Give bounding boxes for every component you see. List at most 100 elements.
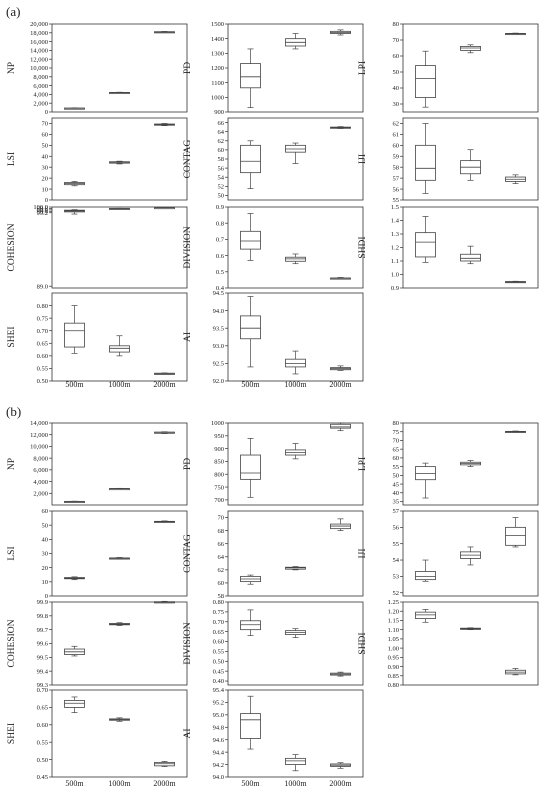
panel-a-iji-axis-label: IJI [358, 154, 368, 164]
panel-b-iji-tick-label: 53 [393, 574, 400, 581]
panel-b-ai-subplot: 94.0 94.2 94.4 94.6 94.8 95.0 95.2 95.4 AI 500m 10… [183, 687, 364, 788]
panel-b-ai-tick-label: 95.2 [213, 700, 224, 707]
panel-a-lsi-frame [51, 117, 188, 201]
panel-b-pd-box-500m [240, 454, 261, 480]
panel-b-pd-tick-label: 750 [214, 484, 224, 491]
panel-b-pd-tick-label: 900 [214, 446, 224, 453]
panel-b-lpi-frame [402, 422, 539, 506]
panel-b-iji-tick-label: 56 [393, 525, 400, 532]
panel-a-lpi-tick-label: 30 [393, 101, 400, 108]
panel-b-lsi-tick-label: 0 [45, 593, 48, 600]
panel-a-lsi-tick-label: 10 [42, 186, 49, 193]
panel-a-contag-tick-label: 54 [218, 174, 225, 181]
panel-a-iji-tick-label: 62 [393, 121, 400, 128]
panel-b-ai-tick-label: 94.6 [213, 737, 225, 744]
panel-b-iji-subplot: 52 53 54 55 56 57 IJI [358, 508, 539, 597]
panel-a-division-axis-label: DIVISION [183, 226, 193, 268]
panel-b-cohesion-tick-label: 99.5 [37, 655, 48, 662]
panel-a-ai-tick-label: 92.5 [213, 361, 224, 368]
panel-a-iji-frame [402, 117, 539, 201]
panel-a-ai-tick-label: 93.0 [213, 343, 224, 350]
panel-a-division-tick-label: 0.5 [216, 269, 224, 276]
panel-b-shdi-tick-label: 0.95 [388, 655, 399, 662]
panel-a-shdi-axis-label: SHDI [358, 236, 368, 258]
panel-b-x-category-1000m: 1000m [108, 779, 131, 788]
panel-b-division-tick-label: 0.40 [213, 678, 224, 685]
panel-a-shei-tick-label: 0.60 [37, 353, 48, 360]
panel-a-lpi-tick-label: 60 [393, 53, 400, 60]
panel-a-division-tick-label: 0.7 [216, 237, 225, 244]
panel-a-shei-tick-label: 0.50 [37, 378, 48, 385]
panel-a-ai-frame [227, 292, 364, 382]
panel-a-np-tick-label: 2,000 [33, 100, 48, 107]
panel-b-pd-subplot: 700 750 800 850 900 950 1000 PD [183, 420, 364, 506]
panel-a-shdi-tick-label: 1.3 [391, 231, 399, 238]
panel-b-cohesion-axis-label: COHESION [7, 619, 17, 667]
panel-a-division-frame [227, 206, 364, 289]
panel-a-lsi-subplot: 0 10 20 30 40 50 60 70 LSI [7, 117, 188, 204]
panel-a-lpi-box-1000m [460, 46, 481, 51]
panel-a-iji-tick-label: 57 [393, 175, 400, 182]
panel-a-ai-tick-label: 94.5 [213, 290, 224, 297]
panel-b-lsi-tick-label: 50 [42, 522, 49, 529]
panel-b-shdi-tick-label: 0.90 [388, 664, 399, 671]
panel-b-ai-box-1000m [285, 757, 306, 765]
panel-b-contag-tick-label: 60 [218, 580, 225, 587]
panel-b-contag-axis-label: CONTAG [183, 534, 193, 573]
panel-a-cohesion-tick-label: 99.8 [37, 206, 48, 213]
panel-b-lsi-tick-label: 30 [42, 551, 49, 558]
panel-b-np-tick-label: 12,000 [30, 432, 48, 439]
panel-b-lpi-tick-label: 40 [393, 490, 400, 497]
panel-b-np-tick-label: 8,000 [33, 455, 48, 462]
panel-b-division-tick-label: 0.75 [213, 609, 224, 616]
panel-b-lsi-axis-label: LSI [7, 546, 17, 560]
panel-b-iji-box-2000m [505, 526, 526, 546]
panel-a-shei-tick-label: 0.55 [37, 366, 48, 373]
panel-b-shdi-subplot: 0.80 0.85 0.90 0.95 1.00 1.05 1.10 1.15 1.20 1.25… [358, 599, 539, 689]
panel-b-division-tick-label: 0.45 [213, 668, 224, 675]
panel-b-cohesion-tick-label: 99.9 [37, 599, 48, 606]
panel-b-ai-tick-label: 95.4 [213, 687, 225, 694]
panel-a-np-tick-label: 16,000 [30, 39, 48, 46]
panel-a-iji-subplot: 55 56 57 58 59 60 61 62 IJI [358, 117, 539, 204]
panel-a-shei-tick-label: 0.65 [37, 340, 48, 347]
panel-a-np-tick-label: 10,000 [30, 65, 48, 72]
panel-a-shdi-subplot: 0.9 1.0 1.1 1.2 1.3 1.4 1.5 SHDI [358, 204, 539, 292]
panel-a-iji-tick-label: 61 [393, 132, 400, 139]
panel-a-lsi-tick-label: 40 [42, 153, 49, 160]
panel-a-lpi-axis-label: LPI [358, 61, 368, 75]
panel-a-shdi-tick-label: 1.4 [391, 218, 400, 225]
panel-a-cohesion-tick-label: 89.0 [37, 283, 48, 290]
panel-b-lpi-tick-label: 75 [393, 429, 400, 436]
panel-a-shei-frame [51, 292, 188, 382]
panel-a-pd-axis-label: PD [183, 62, 193, 74]
panel-a-contag-tick-label: 56 [218, 165, 225, 172]
panel-a-iji-tick-label: 60 [393, 143, 400, 150]
panel-a-cohesion-axis-label: COHESION [7, 223, 17, 271]
panel-a-cohesion-tick-label: 100.0 [33, 204, 48, 211]
panel-a-contag-tick-label: 58 [218, 156, 225, 163]
panel-a-contag-box-500m [240, 144, 261, 174]
panel-b-np-frame [51, 422, 188, 506]
panel-b-shdi-tick-label: 0.85 [388, 673, 399, 680]
panel-b-lpi-tick-label: 60 [393, 455, 400, 462]
panel-a-pd-tick-label: 1100 [211, 80, 224, 87]
panel-b-cohesion-tick-label: 99.4 [37, 668, 49, 675]
panel-b-iji-tick-label: 54 [393, 557, 400, 564]
panel-a-division-tick-label: 0.6 [216, 253, 225, 260]
panel-b-shei-tick-label: 0.60 [37, 722, 48, 729]
panel-b-ai-tick-label: 94.2 [213, 762, 224, 769]
panel-a-iji-tick-label: 55 [393, 197, 400, 204]
panel-b-np-axis-label: NP [7, 458, 17, 470]
panel-b-np-tick-label: 14,000 [30, 420, 48, 427]
panel-b-division-tick-label: 0.65 [213, 629, 224, 636]
panel-b-ai-frame [227, 689, 364, 778]
panel-a-lsi-tick-label: 60 [42, 132, 49, 139]
panel-a-np-tick-label: 18,000 [30, 30, 48, 37]
panel-a-lpi-tick-label: 70 [393, 37, 400, 44]
panel-b-division-axis-label: DIVISION [183, 622, 193, 664]
panel-b-division-tick-label: 0.60 [213, 639, 224, 646]
panel-b-np-tick-label: 2,000 [33, 490, 48, 497]
panel-a-pd-tick-label: 900 [214, 109, 224, 116]
panel-b-shei-tick-label: 0.50 [37, 757, 48, 764]
